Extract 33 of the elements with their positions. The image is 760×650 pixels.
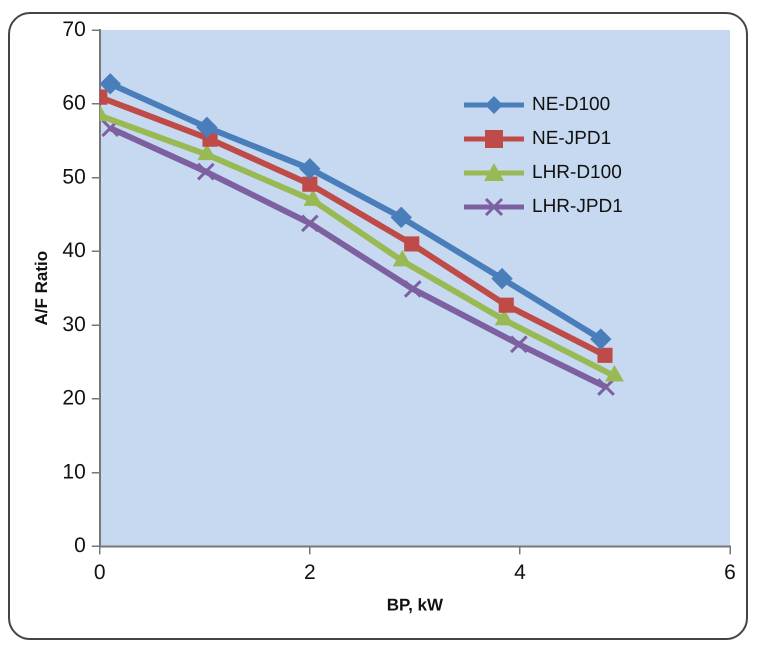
y-tick-label: 10 [62,460,86,484]
y-tick-label: 30 [62,312,86,336]
x-tick-label: 2 [304,560,316,584]
legend-label: LHR-D100 [532,162,622,184]
point [404,236,420,252]
point [590,328,612,350]
y-tick-label: 50 [62,165,86,188]
y-tick-label: 60 [62,92,86,115]
y-tick-label: 70 [62,18,86,41]
x-axis-title: BP, kW [386,595,444,614]
y-tick-label: 20 [62,386,86,410]
point [300,214,320,233]
y-axis-title: A/F Ratio [32,250,51,326]
legend-label: NE-D100 [532,94,610,116]
point [196,162,216,181]
point [390,206,412,228]
y-tick-label: 0 [74,534,86,558]
point [510,334,528,354]
point [100,73,121,94]
y-tick-label: 40 [62,239,86,262]
legend-label: LHR-JPD1 [532,196,623,218]
x-tick-label: 4 [514,560,526,584]
point [299,158,320,180]
legend-label: NE-JPD1 [532,128,612,150]
point [492,268,513,290]
point [596,378,616,396]
point [302,176,318,192]
x-tick-label: 6 [724,560,736,584]
point [404,280,422,298]
x-tick-label: 0 [94,560,106,584]
point [498,298,514,313]
point [196,116,218,138]
point [597,348,613,363]
